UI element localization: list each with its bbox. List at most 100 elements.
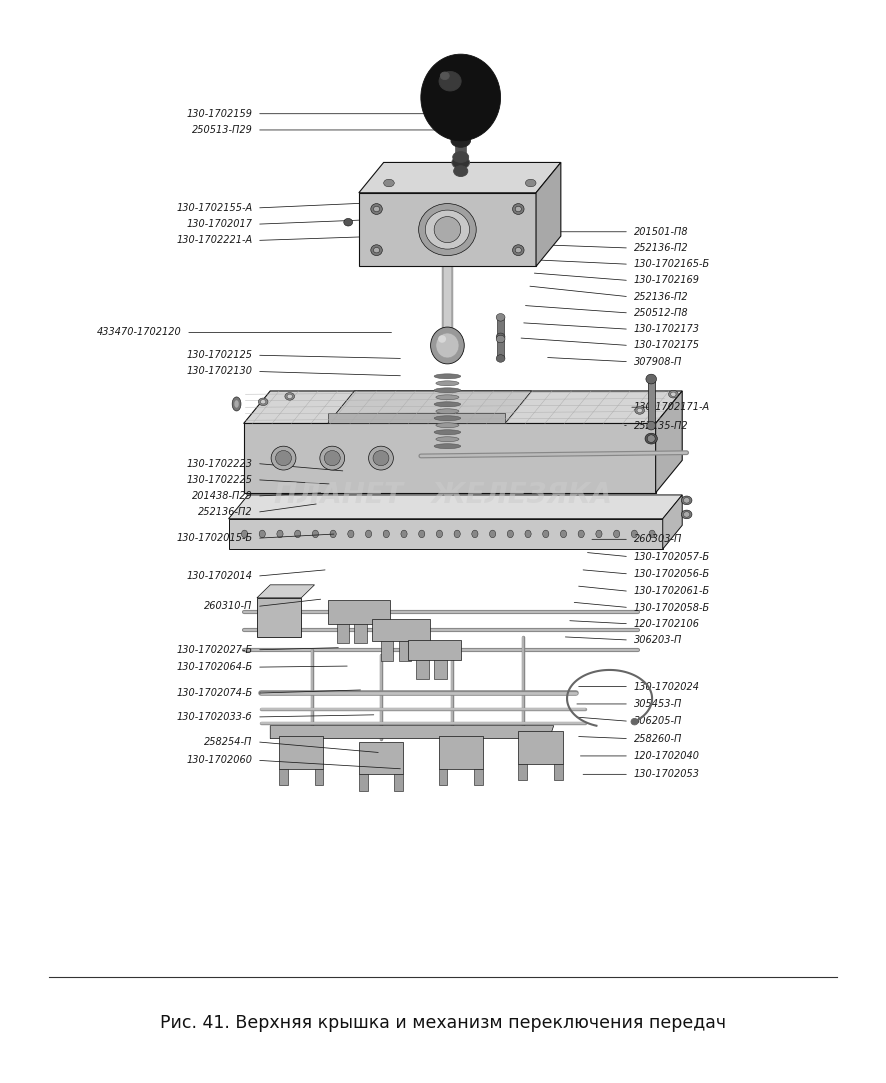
Polygon shape <box>257 598 301 637</box>
Bar <box>497 317 504 337</box>
Ellipse shape <box>370 245 383 256</box>
Ellipse shape <box>525 531 532 537</box>
Ellipse shape <box>681 510 692 519</box>
Text: 130-1702033-б: 130-1702033-б <box>177 712 253 722</box>
Text: 130-1702125: 130-1702125 <box>187 350 253 361</box>
Polygon shape <box>229 495 682 519</box>
Ellipse shape <box>512 245 524 256</box>
Text: 306203-П: 306203-П <box>633 635 682 645</box>
Ellipse shape <box>287 394 292 399</box>
Polygon shape <box>359 774 368 791</box>
Ellipse shape <box>515 248 521 253</box>
Ellipse shape <box>647 421 656 430</box>
Text: 260310-П: 260310-П <box>204 601 253 612</box>
Text: 306205-П: 306205-П <box>633 716 682 727</box>
Polygon shape <box>244 391 682 423</box>
Text: 130-1702169: 130-1702169 <box>633 275 699 286</box>
Polygon shape <box>474 769 483 785</box>
Ellipse shape <box>401 531 408 537</box>
Text: 130-1702060: 130-1702060 <box>187 755 253 766</box>
Ellipse shape <box>646 374 657 384</box>
Ellipse shape <box>451 134 470 147</box>
Ellipse shape <box>543 531 549 537</box>
Text: Рис. 41. Верхняя крышка и механизм переключения передач: Рис. 41. Верхняя крышка и механизм перек… <box>160 1015 726 1032</box>
Ellipse shape <box>515 206 521 211</box>
Ellipse shape <box>614 531 620 537</box>
Polygon shape <box>381 641 393 661</box>
Ellipse shape <box>637 408 642 413</box>
Ellipse shape <box>508 531 514 537</box>
Ellipse shape <box>645 433 657 444</box>
Ellipse shape <box>434 388 461 393</box>
Text: 258254-П: 258254-П <box>204 736 253 747</box>
Polygon shape <box>359 162 561 193</box>
Ellipse shape <box>668 390 679 397</box>
Polygon shape <box>416 660 429 679</box>
Ellipse shape <box>369 446 393 470</box>
Polygon shape <box>663 495 682 549</box>
Polygon shape <box>399 641 411 661</box>
Polygon shape <box>315 769 323 785</box>
Ellipse shape <box>276 451 291 466</box>
Ellipse shape <box>436 395 459 400</box>
Bar <box>455 141 467 143</box>
Polygon shape <box>454 141 468 143</box>
Text: 252136-П2: 252136-П2 <box>633 291 688 302</box>
Ellipse shape <box>525 179 536 186</box>
Ellipse shape <box>632 531 638 537</box>
Polygon shape <box>359 193 536 266</box>
Ellipse shape <box>259 399 268 405</box>
Ellipse shape <box>440 71 449 79</box>
Ellipse shape <box>260 400 266 404</box>
Text: 130-1702064-Б: 130-1702064-Б <box>176 662 253 673</box>
Ellipse shape <box>324 451 340 466</box>
Ellipse shape <box>436 436 459 442</box>
Ellipse shape <box>366 531 372 537</box>
Text: 130-1702024: 130-1702024 <box>633 681 699 692</box>
Text: 201501-П8: 201501-П8 <box>633 226 688 237</box>
Polygon shape <box>337 624 349 643</box>
Ellipse shape <box>496 334 505 341</box>
Ellipse shape <box>344 219 353 226</box>
Text: 130-1702171-А: 130-1702171-А <box>633 402 710 413</box>
Ellipse shape <box>425 210 470 249</box>
Text: 120-1702106: 120-1702106 <box>633 618 699 629</box>
Ellipse shape <box>436 381 459 386</box>
Ellipse shape <box>384 179 394 186</box>
Ellipse shape <box>434 402 461 407</box>
Text: ПЛАНЕТ   ЖЕЛЕЗЯКА: ПЛАНЕТ ЖЕЛЕЗЯКА <box>274 481 612 509</box>
Ellipse shape <box>419 531 425 537</box>
Ellipse shape <box>370 204 383 214</box>
Text: 130-1702165-Б: 130-1702165-Б <box>633 259 710 270</box>
Ellipse shape <box>438 336 447 342</box>
Ellipse shape <box>634 407 645 414</box>
Ellipse shape <box>579 531 585 537</box>
Text: 130-1702155-А: 130-1702155-А <box>176 203 253 213</box>
Ellipse shape <box>454 166 468 177</box>
Bar <box>497 339 504 358</box>
Text: 130-1702014: 130-1702014 <box>187 571 253 582</box>
Ellipse shape <box>671 392 676 396</box>
Text: 250512-П8: 250512-П8 <box>633 308 688 318</box>
Bar <box>442 266 453 336</box>
Ellipse shape <box>647 435 656 442</box>
Ellipse shape <box>241 531 248 537</box>
Polygon shape <box>536 162 561 266</box>
Text: 130-1702159: 130-1702159 <box>187 108 253 119</box>
Text: 130-1702130: 130-1702130 <box>187 366 253 377</box>
Ellipse shape <box>436 408 459 414</box>
Ellipse shape <box>434 444 461 448</box>
Ellipse shape <box>436 334 459 357</box>
Text: 250513-П29: 250513-П29 <box>191 125 253 135</box>
Ellipse shape <box>434 217 461 243</box>
Polygon shape <box>439 769 447 785</box>
Text: 433470-1702120: 433470-1702120 <box>97 327 182 338</box>
Ellipse shape <box>496 354 505 362</box>
Text: 130-1702074-Б: 130-1702074-Б <box>176 688 253 699</box>
Ellipse shape <box>277 531 284 537</box>
Polygon shape <box>244 423 656 493</box>
Polygon shape <box>229 519 663 549</box>
Ellipse shape <box>374 248 379 253</box>
Ellipse shape <box>418 204 477 256</box>
Bar <box>444 266 451 336</box>
